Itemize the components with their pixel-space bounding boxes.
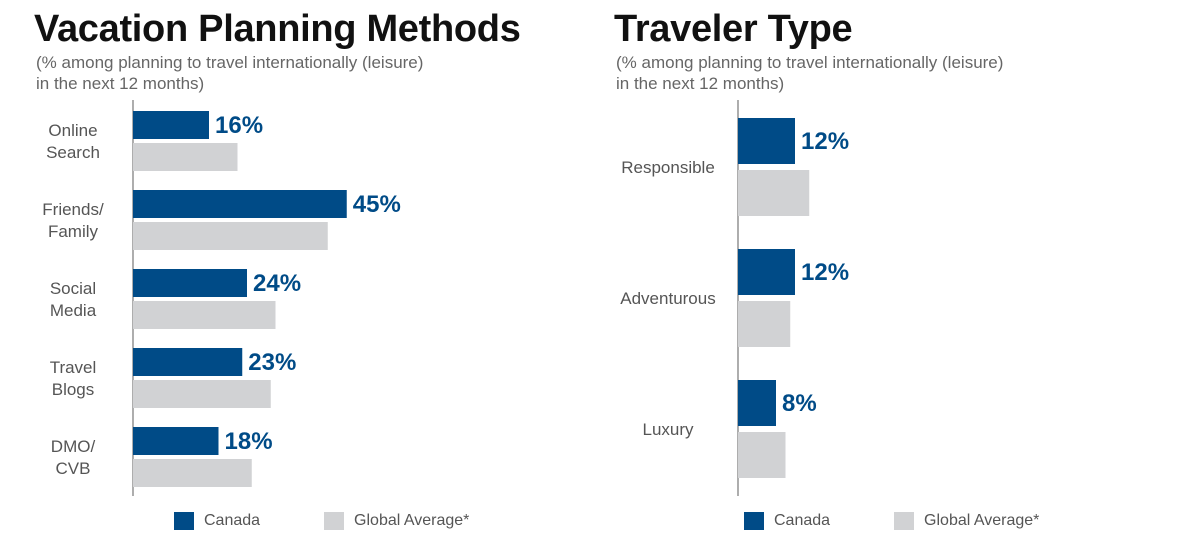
bar-global-average [133, 222, 328, 250]
category-label-line: CVB [56, 459, 91, 478]
bar-canada [133, 427, 219, 455]
category-label: Online Search [46, 121, 100, 162]
bar-canada [738, 380, 776, 426]
bar-global-average [738, 301, 791, 347]
data-label: 12% [801, 128, 849, 155]
data-label: 18% [225, 428, 273, 455]
category-label-line: Luxury [642, 420, 694, 439]
legend-item-global: Global Average* [324, 512, 469, 530]
chart-legend: Canada Global Average* [744, 512, 1103, 530]
category-label-line: Friends/ [42, 200, 104, 219]
category-label-line: Adventurous [620, 289, 715, 308]
category-label: Luxury [642, 420, 694, 439]
category-label-line: Family [48, 222, 99, 241]
category-label: Friends/Family [42, 200, 104, 241]
bar-global-average [133, 143, 238, 171]
bar-canada [133, 190, 347, 218]
category-label: Travel Blogs [50, 358, 97, 399]
category-label: Adventurous [620, 289, 715, 308]
category-label-line: Social [50, 279, 96, 298]
bar-global-average [133, 459, 252, 487]
bar-global-average [738, 432, 786, 478]
category-label-line: Responsible [621, 158, 715, 177]
bar-canada [133, 269, 247, 297]
legend-swatch-global [894, 512, 915, 530]
legend-label-canada: Canada [774, 512, 831, 529]
bar-canada [133, 348, 243, 376]
data-label: 24% [253, 270, 301, 297]
bar-canada [738, 118, 795, 164]
legend-item-canada: Canada [744, 512, 830, 530]
legend-label-global: Global Average* [354, 512, 470, 529]
data-label: 16% [215, 112, 263, 139]
chart-subtitle-line-1: (% among planning to travel internationa… [36, 53, 424, 72]
data-label: 8% [782, 390, 817, 417]
chart-subtitle-line-1: (% among planning to travel internationa… [616, 53, 1004, 72]
category-label-line: Media [50, 301, 97, 320]
bar-canada [738, 249, 795, 295]
category-label-line: Blogs [52, 380, 95, 399]
chart-subtitle: (% among planning to travel internationa… [36, 52, 423, 94]
legend-swatch-canada [174, 512, 194, 530]
category-label-line: Travel [50, 358, 97, 377]
bar-global-average [133, 380, 271, 408]
legend-swatch-global [324, 512, 345, 530]
category-label: Social Media [50, 279, 97, 320]
category-label-line: Search [46, 143, 100, 162]
chart-title: Vacation Planning Methods [34, 8, 521, 50]
category-label-line: Online [48, 121, 97, 140]
legend-item-canada: Canada [174, 512, 260, 530]
bar-global-average [133, 301, 276, 329]
chart-subtitle: (% among planning to travel internationa… [616, 52, 1003, 94]
bar-chart-traveler-type: 12% Responsible 12% Adventurous 8% Luxury [620, 100, 849, 496]
legend-item-global: Global Average* [894, 512, 1039, 530]
data-label: 45% [353, 191, 401, 218]
chart-subtitle-line-2: in the next 12 months) [36, 74, 205, 93]
chart-panel-vacation-planning: Vacation Planning Methods (% among plann… [0, 0, 560, 546]
category-label-line: DMO/ [51, 437, 96, 456]
data-label: 12% [801, 259, 849, 286]
legend-label-global: Global Average* [924, 512, 1040, 529]
chart-legend: Canada Global Average* [174, 512, 533, 530]
data-label: 23% [248, 349, 296, 376]
chart-panel-traveler-type: Traveler Type (% among planning to trave… [580, 0, 1180, 546]
category-label: Responsible [621, 158, 715, 177]
bar-global-average [738, 170, 810, 216]
chart-title: Traveler Type [614, 8, 853, 50]
chart-subtitle-line-2: in the next 12 months) [616, 74, 785, 93]
category-label: DMO/CVB [51, 437, 96, 478]
legend-label-canada: Canada [204, 512, 261, 529]
bar-chart-vacation-planning: 16% Online Search 45% Friends/Family 24% Socia… [42, 100, 401, 496]
legend-swatch-canada [744, 512, 764, 530]
bar-canada [133, 111, 209, 139]
